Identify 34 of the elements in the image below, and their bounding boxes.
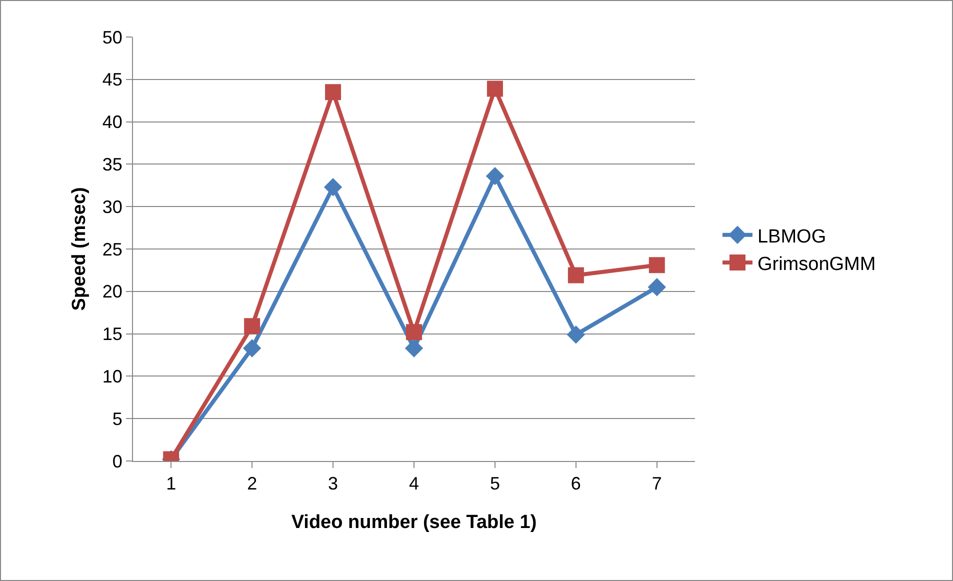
legend-label: GrimsonGMM [757,254,876,275]
x-tick-label: 4 [408,474,420,494]
y-tick-label: 0 [112,451,122,472]
point [324,178,342,196]
x-tick-label: 3 [328,474,338,494]
y-tick-label: 20 [102,282,122,302]
legend-label: LBMOG [757,226,826,248]
point [648,278,666,296]
point [242,339,262,358]
point [568,267,584,284]
y-tick-label: 50 [102,27,122,48]
point [486,80,503,97]
y-axis-title: Speed (msec) [69,187,90,311]
point [244,318,260,334]
x-tick-label: 1 [166,474,176,494]
point [648,257,665,274]
x-tick-label: 6 [570,474,581,494]
x-tick-label: 7 [652,474,662,494]
x-tick-label: 2 [247,474,258,494]
y-tick-label: 5 [112,408,122,429]
x-axis-title: Video number (see Table 1) [291,512,537,533]
y-tick-label: 10 [102,366,122,386]
point [404,339,424,358]
y-tick-label: 25 [102,239,122,260]
x-tick-label: 5 [490,474,500,494]
point [325,84,342,100]
y-tick-label: 15 [102,324,122,344]
y-tick-label: 45 [102,70,122,90]
point [566,326,586,344]
point [406,324,422,340]
point [486,166,504,186]
y-tick-label: 35 [102,154,122,174]
y-tick-label: 40 [102,112,122,132]
y-tick-label: 30 [102,196,122,217]
